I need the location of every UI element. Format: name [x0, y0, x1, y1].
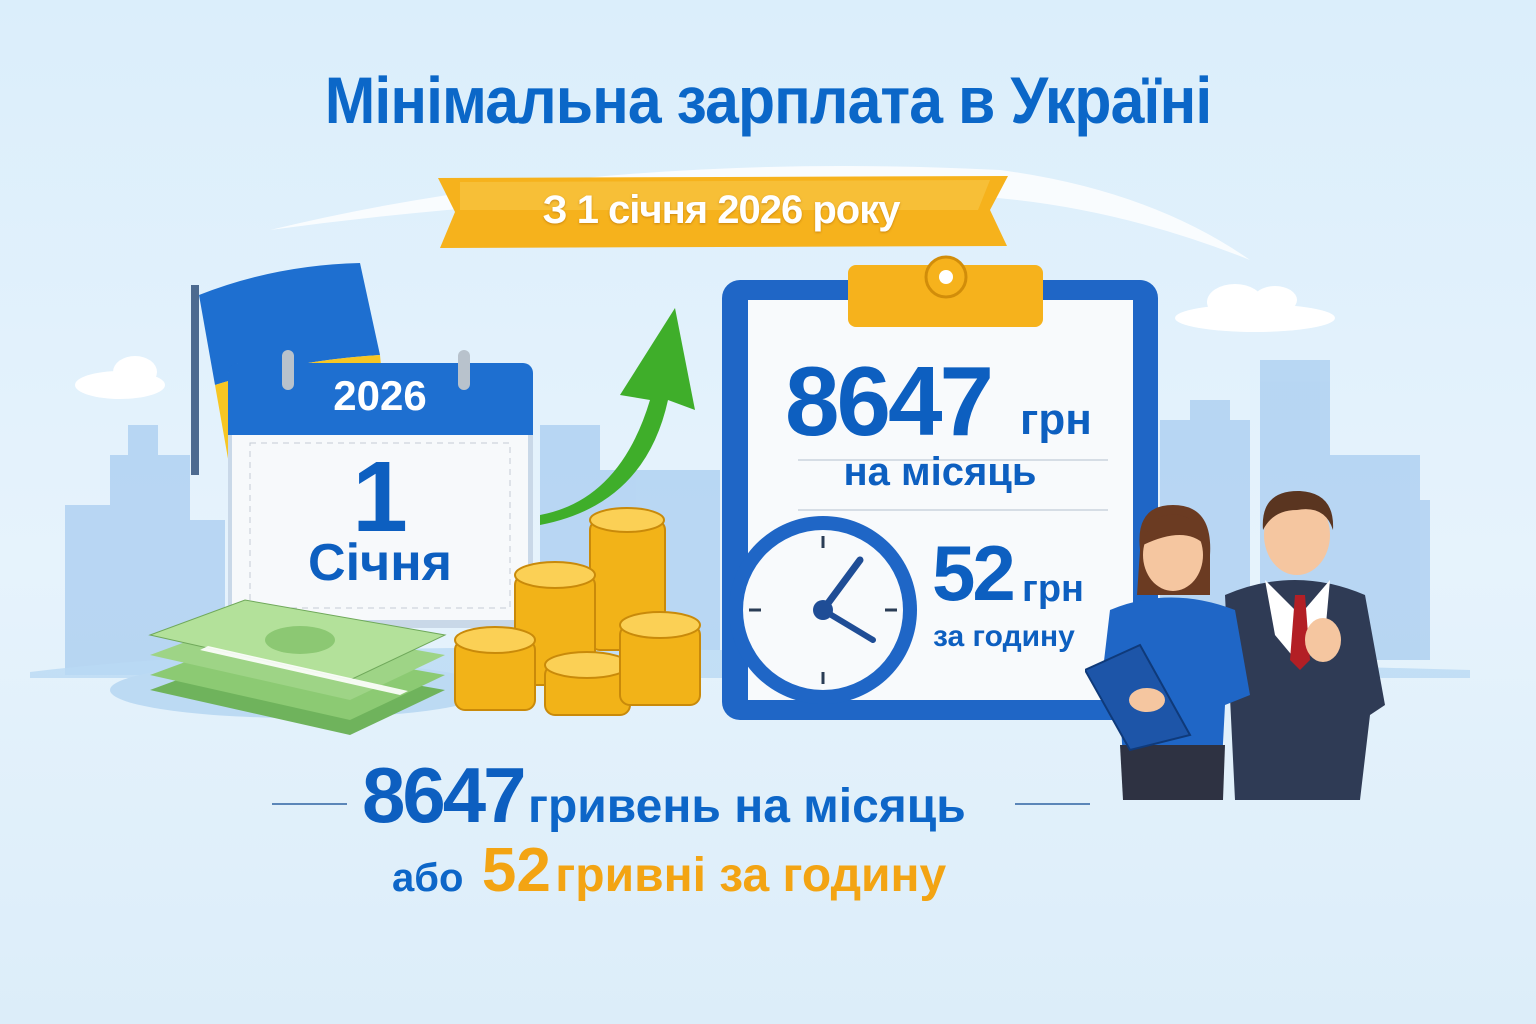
hourly-period: за годину: [933, 620, 1075, 653]
office-workers-illustration: [1085, 490, 1385, 800]
page-title: Мінімальна зарплата в Україні: [324, 63, 1213, 137]
coins-icon: [454, 507, 701, 716]
monthly-amount: 8647: [785, 346, 994, 456]
growth-arrow-icon: [540, 308, 695, 525]
summary-line-right-divider: [1015, 803, 1090, 805]
clouds: [75, 284, 1335, 399]
date-banner-ribbon: [438, 176, 1008, 248]
hourly-currency: грн: [1022, 568, 1084, 610]
summary-monthly: 8647 гривень на місяць: [362, 750, 966, 841]
summary-hourly-amount: 52: [481, 836, 551, 905]
calendar-month: Січня: [308, 534, 452, 592]
calendar-day: 1: [352, 441, 408, 553]
hourly-amount: 52: [932, 529, 1016, 617]
banknotes-icon: [148, 599, 447, 735]
calendar-icon: [228, 350, 533, 628]
summary-hourly-text: гривні за годину: [555, 849, 947, 902]
clock-icon: [729, 516, 917, 704]
summary-monthly-text: гривень на місяць: [527, 780, 966, 833]
summary-line-left-divider: [272, 803, 347, 805]
summary-hourly-prefix: або: [392, 856, 464, 900]
summary-hourly: або 52 гривні за годину: [392, 835, 946, 906]
monthly-currency: грн: [1020, 395, 1092, 444]
calendar-year: 2026: [333, 372, 427, 419]
summary-monthly-amount: 8647: [362, 751, 527, 839]
monthly-period: на місяць: [843, 450, 1037, 494]
date-banner: З 1 січня 2026 року: [542, 188, 901, 232]
